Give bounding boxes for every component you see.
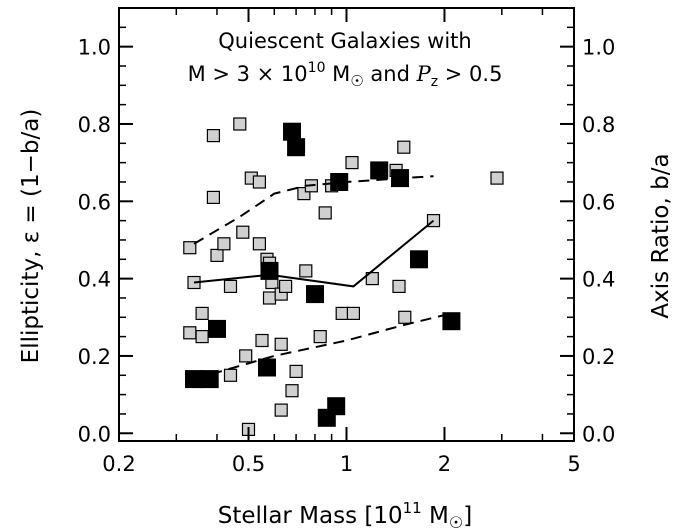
black-square-marker <box>306 285 324 304</box>
solar-symbol: ☉ <box>350 72 363 90</box>
black-square-marker <box>208 319 226 338</box>
black-square-marker <box>410 250 428 269</box>
gray-square-marker <box>183 326 197 340</box>
x-tick-label: 0.5 <box>232 452 265 476</box>
gray-square-marker <box>279 279 293 293</box>
y2-tick-label: 0.2 <box>582 345 615 369</box>
gray-square-marker <box>223 368 238 382</box>
gray-square-marker <box>299 264 313 278</box>
black-square-marker <box>327 397 346 416</box>
gray-square-marker <box>217 237 231 251</box>
gray-square-marker <box>195 306 209 320</box>
gray-square-marker <box>195 330 209 344</box>
gray-square-marker <box>233 117 247 131</box>
annotation-line-2: M > 3 × 1010 M☉ and Pz > 0.5 <box>188 60 503 90</box>
gray-square-marker <box>274 403 288 417</box>
gray-square-marker <box>252 237 266 251</box>
y-tick-label: 0.6 <box>78 190 111 214</box>
black-square-marker <box>260 261 279 280</box>
dashed-envelope-line <box>193 175 434 245</box>
y2-tick-label: 0.6 <box>582 190 615 214</box>
black-square-marker <box>200 370 219 389</box>
solid-median-line <box>193 219 435 288</box>
markers-layer <box>183 117 504 436</box>
y-tick-label: 0.2 <box>78 345 111 369</box>
black-square-marker <box>287 138 306 157</box>
y2-tick-label: 0.0 <box>582 422 615 446</box>
y2-tick-label: 0.8 <box>582 113 615 137</box>
gray-square-marker <box>392 279 406 293</box>
y2-tick-label: 1.0 <box>582 36 615 60</box>
annotation-mass-exponent: 10 <box>308 60 326 76</box>
x-tick-label: 2 <box>438 452 451 476</box>
annotation-pz-threshold: > 0.5 <box>438 62 502 86</box>
plot-frame <box>118 7 575 442</box>
annotation-mass-unit: M <box>325 62 350 86</box>
y-tick-label: 1.0 <box>78 36 111 60</box>
gray-square-marker <box>206 190 220 204</box>
gray-square-marker <box>397 140 411 154</box>
gray-square-marker <box>223 279 238 293</box>
annotation-pz-symbol: P <box>416 62 432 86</box>
gray-square-marker <box>262 291 277 305</box>
gray-square-marker <box>318 206 332 220</box>
annotation-mass-text: M > 3 × 10 <box>188 62 308 86</box>
black-square-marker <box>370 161 389 180</box>
x-axis-label-exponent: 11 <box>403 499 422 517</box>
gray-square-marker <box>236 225 250 239</box>
gray-square-marker <box>289 364 303 378</box>
gray-square-marker <box>346 306 360 320</box>
black-square-marker <box>442 312 461 331</box>
gray-square-marker <box>490 171 504 185</box>
gray-square-marker <box>313 330 327 344</box>
ticks-layer: 0.2 0.5 1 2 50.0 0.00.2 0.20.4 0.40.6 0.60.8 0.81… <box>78 8 615 476</box>
gray-square-marker <box>252 175 266 189</box>
gray-square-marker <box>274 337 288 351</box>
x-axis-label-unit: M <box>422 503 449 529</box>
gray-square-marker <box>210 248 224 262</box>
trend-lines-layer <box>193 175 452 381</box>
x-tick-label: 5 <box>567 452 580 476</box>
dashed-envelope-line <box>193 312 452 381</box>
y-tick-label: 0.8 <box>78 113 111 137</box>
y-tick-label: 0.4 <box>78 268 111 292</box>
y-tick-label: 0.0 <box>78 422 111 446</box>
y2-axis-label: Axis Ratio, b/a <box>648 153 674 318</box>
y-axis-label: Ellipticity, ε = (1−b/a) <box>18 109 44 364</box>
black-square-marker <box>258 358 276 377</box>
x-tick-label: 0.2 <box>102 452 135 476</box>
gray-square-marker <box>335 306 349 320</box>
black-square-marker <box>283 122 301 141</box>
gray-square-marker <box>398 310 412 324</box>
gray-square-marker <box>239 349 253 363</box>
x-tick-label: 1 <box>340 452 353 476</box>
gray-square-marker <box>365 272 379 286</box>
x-axis-label: Stellar Mass [1011 M☉] <box>218 499 472 531</box>
annotation-line-1: Quiescent Galaxies with <box>218 29 471 53</box>
y2-tick-label: 0.4 <box>582 268 615 292</box>
x-axis-label-text: Stellar Mass [10 <box>218 503 403 529</box>
x-axis-solar-symbol: ☉ <box>449 513 463 531</box>
gray-square-marker <box>345 156 359 170</box>
x-axis-label-close: ] <box>463 503 472 529</box>
gray-square-marker <box>206 129 220 143</box>
annotation-and: and <box>364 62 417 86</box>
gray-square-marker <box>255 333 269 348</box>
annotation-pz-subscript: z <box>431 74 438 90</box>
gray-square-marker <box>285 384 299 398</box>
gray-square-marker <box>183 241 197 255</box>
